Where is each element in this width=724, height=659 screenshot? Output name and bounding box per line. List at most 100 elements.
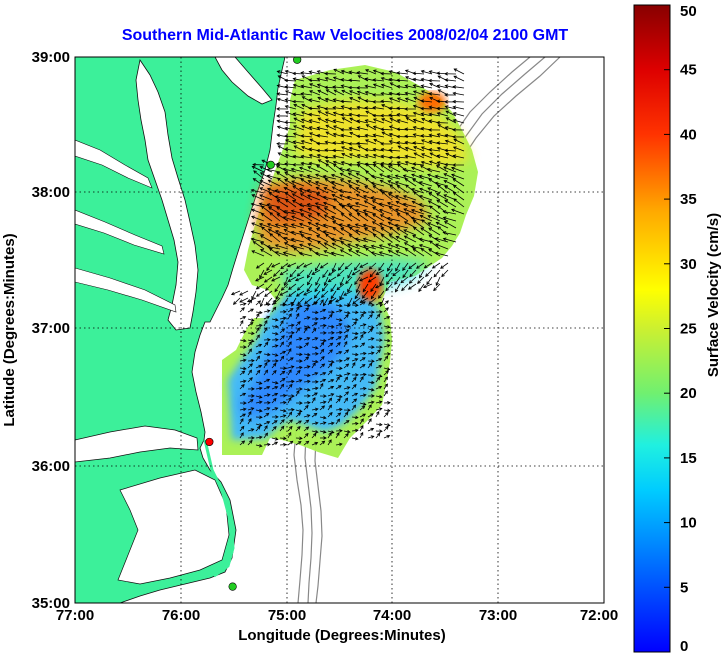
velocity-vector [419, 269, 425, 278]
velocity-vector-head [286, 263, 291, 268]
velocity-vector-head [348, 146, 353, 151]
velocity-vector-head [274, 353, 279, 357]
velocity-vector [287, 276, 297, 282]
velocity-vector [293, 104, 305, 110]
velocity-vector [375, 411, 380, 418]
velocity-vector-head [316, 228, 320, 232]
velocity-vector [323, 230, 337, 236]
velocity-vector-head [356, 126, 361, 130]
velocity-vector-head [354, 295, 359, 300]
velocity-vector [343, 397, 348, 404]
velocity-vector-head [290, 357, 294, 361]
velocity-vector [251, 216, 265, 222]
velocity-vector [303, 414, 310, 418]
velocity-vector [357, 213, 369, 222]
velocity-vector [317, 213, 329, 222]
velocity-vector [299, 174, 313, 180]
velocity-vector-head [325, 163, 329, 167]
velocity-vector [365, 163, 377, 173]
velocity-vector-head [252, 162, 256, 167]
velocity-vector [444, 199, 457, 208]
velocity-vector [285, 148, 297, 152]
velocity-vector [291, 238, 305, 243]
velocity-vector [375, 386, 382, 390]
velocity-vector [367, 401, 374, 404]
velocity-vector-head [316, 153, 321, 158]
velocity-vector-head [281, 419, 285, 423]
velocity-vector-head [444, 185, 448, 190]
velocity-vector-head [380, 227, 385, 231]
velocity-vector-head [251, 436, 255, 440]
velocity-vector-head [330, 251, 335, 256]
velocity-vector-head [410, 208, 415, 213]
velocity-vector-head [319, 265, 324, 269]
velocity-vector-head [330, 215, 335, 220]
velocity-vector-head [347, 303, 351, 308]
velocity-vector-head [380, 99, 384, 104]
velocity-vector [379, 251, 393, 257]
velocity-vector-head [291, 407, 295, 412]
velocity-vector-head [300, 111, 305, 115]
velocity-vector-head [388, 132, 393, 137]
velocity-vector-head [356, 134, 360, 139]
velocity-vector-head [344, 397, 349, 402]
velocity-vector [288, 290, 297, 297]
velocity-vector-head [364, 90, 369, 95]
velocity-vector [357, 91, 369, 96]
velocity-vector [424, 262, 433, 269]
velocity-vector [397, 72, 409, 75]
velocity-vector-head [332, 206, 337, 210]
velocity-vector-head [308, 106, 312, 111]
colorbar-tick-label: 0 [680, 638, 688, 655]
velocity-vector-head [433, 273, 438, 278]
velocity-vector-head [259, 179, 264, 184]
velocity-vector-head [251, 387, 255, 391]
velocity-vector [347, 243, 361, 250]
velocity-vector-head [281, 370, 286, 375]
velocity-vector-head [288, 293, 292, 297]
velocity-vector [412, 248, 425, 257]
velocity-vector-head [275, 165, 280, 169]
velocity-vector-head [437, 75, 442, 79]
velocity-vector-head [276, 177, 281, 182]
velocity-vector-head [346, 203, 351, 207]
velocity-vector-head [266, 187, 271, 192]
velocity-vector-head [266, 174, 271, 178]
velocity-vector [311, 392, 318, 397]
velocity-vector [443, 166, 457, 173]
velocity-vector-head [230, 291, 235, 296]
velocity-vector [411, 209, 425, 215]
velocity-vector-head [420, 84, 425, 88]
velocity-vector [324, 214, 337, 222]
velocity-vector-head [444, 93, 448, 97]
velocity-vector [376, 269, 385, 275]
velocity-vector-head [297, 412, 302, 416]
velocity-vector-head [275, 359, 279, 363]
velocity-vector [267, 169, 281, 173]
velocity-vector-head [355, 289, 360, 294]
velocity-vector-head [314, 301, 319, 305]
velocity-vector-head [341, 152, 345, 157]
velocity-vector [325, 118, 337, 124]
velocity-vector-head [333, 68, 338, 72]
velocity-vector-head [306, 352, 311, 357]
velocity-vector-head [379, 429, 383, 433]
velocity-vector-head [434, 251, 439, 256]
velocity-vector [303, 356, 309, 362]
velocity-vector-head [298, 409, 303, 413]
velocity-vector [275, 244, 289, 250]
velocity-vector [343, 341, 348, 348]
velocity-vector [392, 269, 401, 277]
velocity-vector-head [322, 400, 327, 405]
velocity-vector-head [280, 265, 285, 270]
colorbar-tick-label: 15 [680, 450, 697, 467]
velocity-vector-head [403, 229, 408, 233]
velocity-vector-head [282, 350, 287, 355]
velocity-vector [311, 362, 316, 369]
velocity-vector [421, 113, 433, 117]
velocity-vector-head [356, 71, 361, 75]
velocity-vector-head [394, 243, 399, 248]
velocity-vector-head [428, 105, 433, 110]
velocity-vector [354, 262, 361, 271]
velocity-vector [295, 353, 303, 355]
